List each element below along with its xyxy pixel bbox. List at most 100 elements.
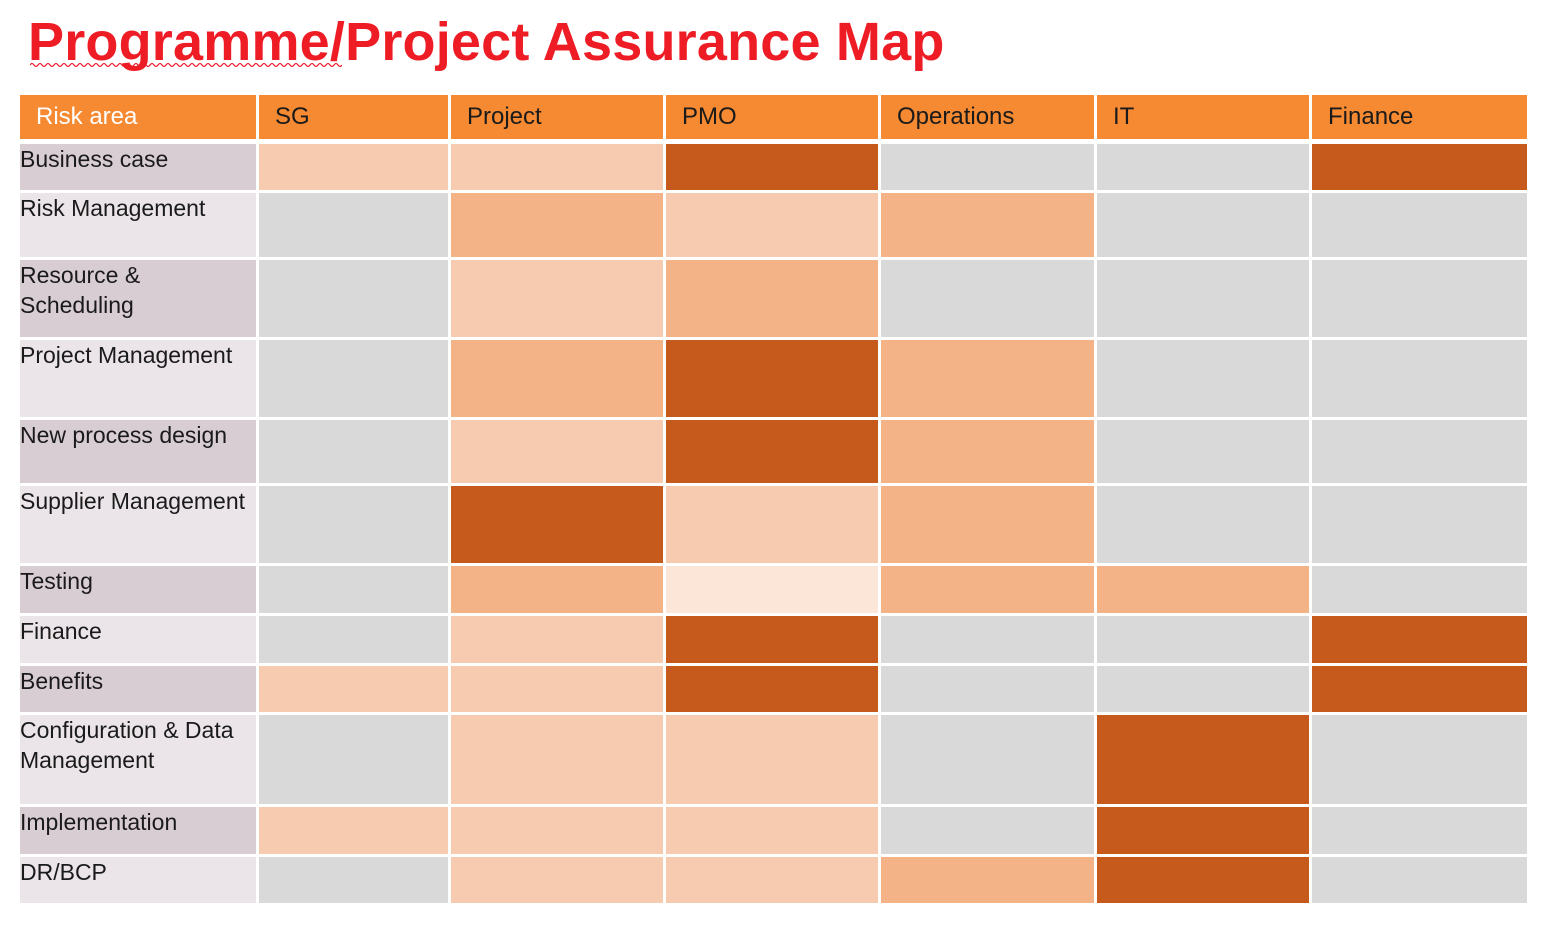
assurance-cell (881, 144, 1097, 193)
assurance-cell (1097, 566, 1312, 616)
assurance-cell (1097, 666, 1312, 715)
risk-area-label: Resource & Scheduling (20, 260, 259, 340)
assurance-cell (666, 420, 881, 486)
assurance-cell (881, 420, 1097, 486)
assurance-cell (259, 486, 451, 566)
assurance-cell (1097, 715, 1312, 807)
assurance-cell (451, 715, 666, 807)
assurance-cell (666, 193, 881, 260)
table-row: Resource & Scheduling (20, 260, 1527, 340)
assurance-cell (259, 144, 451, 193)
assurance-cell (259, 193, 451, 260)
assurance-cell (451, 193, 666, 260)
risk-area-label: Business case (20, 144, 259, 193)
risk-area-label: Risk Management (20, 193, 259, 260)
assurance-cell (666, 486, 881, 566)
assurance-cell (881, 340, 1097, 420)
table-row: Business case (20, 144, 1527, 193)
assurance-cell (259, 420, 451, 486)
table-row: Supplier Management (20, 486, 1527, 566)
table-row: DR/BCP (20, 857, 1527, 906)
assurance-cell (881, 193, 1097, 260)
header-row: Risk area SG Project PMO Operations IT F… (20, 95, 1527, 144)
assurance-cell (259, 340, 451, 420)
assurance-cell (881, 566, 1097, 616)
risk-area-header: Risk area (20, 95, 259, 144)
assurance-cell (1312, 666, 1527, 715)
spellcheck-underline (30, 62, 342, 68)
assurance-cell (1097, 193, 1312, 260)
assurance-cell (1312, 715, 1527, 807)
assurance-cell (1312, 566, 1527, 616)
assurance-cell (451, 260, 666, 340)
assurance-cell (451, 616, 666, 666)
assurance-cell (881, 260, 1097, 340)
assurance-cell (259, 566, 451, 616)
table-row: Configuration & Data Management (20, 715, 1527, 807)
column-header-sg: SG (259, 95, 451, 144)
column-header-it: IT (1097, 95, 1312, 144)
assurance-cell (259, 616, 451, 666)
assurance-cell (1097, 260, 1312, 340)
page-title: Programme/Project Assurance Map (28, 12, 945, 72)
assurance-cell (1312, 193, 1527, 260)
assurance-cell (881, 857, 1097, 906)
assurance-cell (1097, 486, 1312, 566)
assurance-cell (259, 666, 451, 715)
column-header-finance: Finance (1312, 95, 1527, 144)
assurance-cell (881, 616, 1097, 666)
risk-area-label: Testing (20, 566, 259, 616)
assurance-cell (1097, 616, 1312, 666)
assurance-cell (666, 807, 881, 857)
assurance-cell (1097, 857, 1312, 906)
assurance-cell (666, 616, 881, 666)
assurance-cell (881, 666, 1097, 715)
risk-area-label: New process design (20, 420, 259, 486)
assurance-cell (666, 340, 881, 420)
table-row: Benefits (20, 666, 1527, 715)
assurance-cell (1097, 144, 1312, 193)
risk-area-label: Configuration & Data Management (20, 715, 259, 807)
assurance-cell (1312, 486, 1527, 566)
assurance-cell (666, 260, 881, 340)
assurance-cell (666, 144, 881, 193)
assurance-cell (1312, 340, 1527, 420)
assurance-map-table: Risk area SG Project PMO Operations IT F… (20, 95, 1527, 906)
risk-area-label: Project Management (20, 340, 259, 420)
assurance-cell (666, 566, 881, 616)
assurance-cell (1312, 420, 1527, 486)
column-header-pmo: PMO (666, 95, 881, 144)
assurance-cell (1312, 260, 1527, 340)
assurance-cell (451, 486, 666, 566)
table-row: Implementation (20, 807, 1527, 857)
assurance-cell (666, 857, 881, 906)
assurance-cell (259, 260, 451, 340)
column-header-operations: Operations (881, 95, 1097, 144)
assurance-cell (1097, 420, 1312, 486)
assurance-cell (259, 715, 451, 807)
assurance-cell (1312, 144, 1527, 193)
assurance-cell (1312, 616, 1527, 666)
risk-area-label: Implementation (20, 807, 259, 857)
risk-area-label: DR/BCP (20, 857, 259, 906)
risk-area-label: Supplier Management (20, 486, 259, 566)
assurance-cell (451, 340, 666, 420)
assurance-cell (451, 666, 666, 715)
assurance-cell (451, 420, 666, 486)
table-row: New process design (20, 420, 1527, 486)
assurance-cell (451, 144, 666, 193)
assurance-cell (881, 715, 1097, 807)
assurance-cell (666, 715, 881, 807)
assurance-cell (1312, 807, 1527, 857)
assurance-cell (881, 486, 1097, 566)
table-row: Project Management (20, 340, 1527, 420)
assurance-cell (451, 807, 666, 857)
assurance-cell (1097, 807, 1312, 857)
assurance-cell (1097, 340, 1312, 420)
table-row: Risk Management (20, 193, 1527, 260)
assurance-cell (881, 807, 1097, 857)
table-row: Finance (20, 616, 1527, 666)
table-row: Testing (20, 566, 1527, 616)
assurance-cell (259, 857, 451, 906)
assurance-cell (451, 566, 666, 616)
